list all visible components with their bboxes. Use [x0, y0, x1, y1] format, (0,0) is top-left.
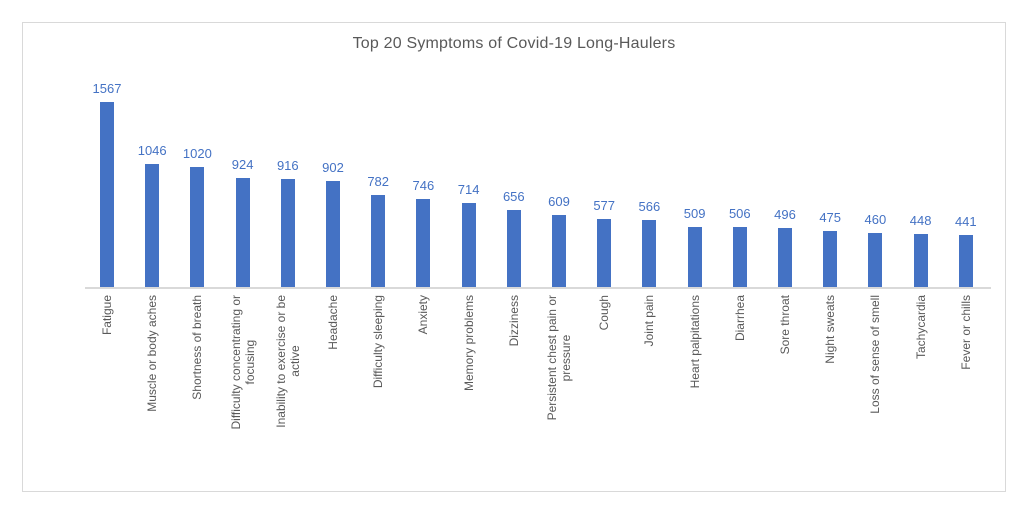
bar	[190, 167, 205, 287]
bar	[371, 195, 386, 287]
category-label: Diarrhea	[732, 295, 747, 342]
category-label: Tachycardia	[913, 295, 928, 360]
category-label: Joint pain	[642, 295, 657, 347]
value-label: 656	[502, 189, 525, 204]
bar	[326, 181, 340, 287]
value-label: 566	[638, 199, 661, 214]
bar	[280, 179, 295, 287]
value-label: 496	[774, 207, 796, 222]
category-label: Muscle or body aches	[145, 295, 160, 412]
value-label: 441	[954, 214, 977, 229]
category-label: Fatigue	[100, 295, 114, 336]
category-label: Anxiety	[416, 295, 431, 335]
value-label: 746	[412, 178, 435, 193]
value-label: 1020	[182, 146, 212, 161]
value-label: 506	[728, 206, 751, 221]
bar-chart: Top 20 Symptoms of Covid-19 Long-Haulers…	[22, 22, 1006, 492]
bar	[416, 199, 431, 287]
x-axis-line	[85, 287, 991, 289]
bar	[823, 231, 838, 287]
category-label: Memory problems	[461, 295, 476, 392]
value-label: 448	[909, 213, 932, 228]
category-label: Heart palpitations	[687, 295, 702, 389]
category-label: Dizziness	[506, 295, 521, 347]
value-label: 1046	[137, 143, 167, 158]
bar	[597, 219, 612, 287]
bar	[958, 235, 973, 287]
bar	[100, 102, 114, 287]
category-label: Difficulty concentrating or focusing	[228, 295, 257, 430]
value-label: 924	[231, 157, 254, 172]
value-label: 782	[367, 174, 390, 189]
value-label: 1567	[92, 81, 122, 96]
value-label: 916	[276, 158, 299, 173]
category-label: Difficulty sleeping	[371, 295, 386, 389]
category-label: Sore throat	[778, 295, 792, 355]
value-label: 714	[457, 182, 480, 197]
bar	[642, 220, 657, 287]
value-label: 577	[593, 198, 616, 213]
bar	[506, 210, 521, 287]
bar	[687, 227, 702, 287]
bar	[552, 215, 566, 287]
category-label: Inability to exercise or be active	[273, 295, 302, 428]
chart-title: Top 20 Symptoms of Covid-19 Long-Haulers	[352, 35, 676, 52]
bar	[461, 203, 476, 287]
category-label: Persistent chest pain or pressure	[545, 295, 573, 421]
bar	[913, 234, 928, 287]
category-label: Night sweats	[823, 295, 838, 364]
plot-area: 1567 Fatigue 1046 Muscle or body aches 1020 S…	[23, 23, 1005, 491]
value-label: 460	[864, 212, 887, 227]
category-label: Loss of sense of smell	[868, 295, 883, 414]
bar	[868, 233, 883, 287]
bar	[235, 178, 250, 287]
bar	[732, 227, 747, 287]
bar	[145, 164, 160, 287]
value-label: 609	[548, 194, 570, 209]
category-label: Shortness of breath	[190, 295, 205, 400]
value-label: 509	[683, 206, 706, 221]
bar	[778, 228, 792, 287]
category-label: Fever or chills	[958, 295, 973, 370]
value-label: 475	[819, 210, 842, 225]
category-label: Cough	[597, 295, 612, 331]
category-label: Headache	[326, 295, 340, 350]
value-label: 902	[322, 160, 344, 175]
